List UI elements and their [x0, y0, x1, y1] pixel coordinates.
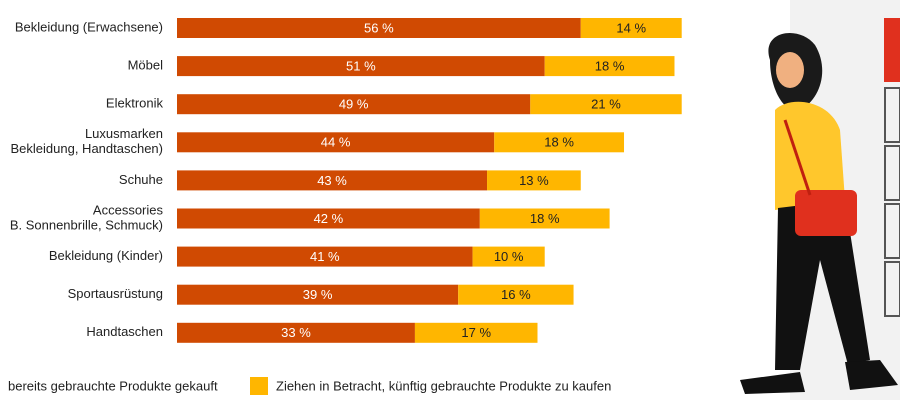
category-label: Möbel — [128, 58, 164, 73]
bar-segment — [580, 18, 682, 38]
bar-segment — [494, 132, 625, 153]
value-label: 42 % — [314, 211, 344, 226]
illustration — [740, 33, 898, 394]
side-box — [884, 18, 900, 82]
bar-segment — [177, 18, 581, 38]
value-label: 41 % — [310, 249, 340, 264]
value-label: 17 % — [461, 325, 491, 340]
value-label: 44 % — [321, 135, 351, 150]
value-label: 56 % — [364, 20, 394, 35]
category-label: Luxusmarken — [85, 126, 163, 141]
legend-swatch — [250, 377, 268, 395]
category-label: Accessories — [93, 202, 164, 217]
value-label: 49 % — [339, 97, 369, 112]
bar-segment — [530, 94, 682, 115]
category-label: Bekleidung (Erwachsene) — [15, 19, 163, 34]
value-label: 13 % — [519, 173, 549, 188]
value-label: 39 % — [303, 287, 333, 302]
bar-segment — [177, 132, 495, 153]
category-label: Sportausrüstung — [68, 286, 163, 301]
legend-label: bereits gebrauchte Produkte gekauft — [8, 378, 218, 393]
category-label: B. Sonnenbrille, Schmuck) — [10, 217, 163, 232]
value-label: 18 % — [530, 211, 560, 226]
bar-segment — [177, 56, 545, 77]
value-label: 16 % — [501, 287, 531, 302]
value-label: 14 % — [616, 20, 646, 35]
bar-segment — [472, 246, 545, 267]
bar-segment — [177, 94, 531, 115]
bar-segment — [177, 170, 488, 191]
bar-segment — [414, 322, 538, 343]
value-label: 18 % — [595, 59, 625, 74]
bar-segment — [177, 322, 415, 343]
value-label: 21 % — [591, 97, 621, 112]
bar-segment — [177, 284, 459, 305]
bar-segment — [177, 208, 480, 229]
value-label: 51 % — [346, 59, 376, 74]
bar-segment — [487, 170, 581, 191]
value-label: 43 % — [317, 173, 347, 188]
legend-label: Ziehen in Betracht, künftig gebrauchte P… — [276, 378, 611, 393]
bar-segment — [177, 246, 473, 267]
category-label: Bekleidung (Kinder) — [49, 248, 163, 263]
value-label: 10 % — [494, 249, 524, 264]
category-label: Elektronik — [106, 96, 164, 111]
bar-segment — [544, 56, 675, 77]
bar-segment — [458, 284, 574, 305]
value-label: 33 % — [281, 325, 311, 340]
category-label: Handtaschen — [86, 324, 163, 339]
side-icons — [884, 87, 900, 317]
bar-segment — [479, 208, 610, 229]
category-label: Bekleidung, Handtaschen) — [11, 141, 164, 156]
value-label: 18 % — [544, 135, 574, 150]
category-label: Schuhe — [119, 172, 163, 187]
